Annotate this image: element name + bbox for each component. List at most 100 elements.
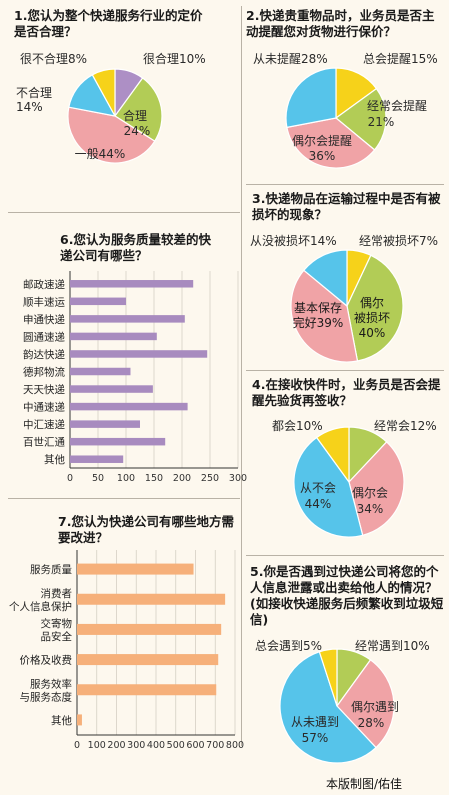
q6-category-0: 邮政速递: [23, 278, 65, 291]
divider-right-2: [246, 370, 444, 371]
q3-label-0: 经常被损坏7%: [359, 234, 438, 248]
q6-category-2: 申通快递: [23, 313, 65, 326]
q7-category-1-0: 消费者: [41, 587, 73, 600]
q1-value-3: 14%: [16, 100, 43, 114]
q6-category-3: 圆通速递: [23, 330, 65, 343]
q1-slice-2: [67, 106, 156, 164]
q7-category-2-0: 交寄物: [41, 617, 73, 630]
q6-bar-2: [70, 315, 185, 323]
q2-slice-1: [335, 87, 387, 151]
divider-left-2: [8, 498, 240, 499]
q7-tick-1: 100: [88, 740, 106, 751]
q2-label-2: 偶尔会提醒: [292, 133, 352, 148]
q1-label-0: 很合理10%: [143, 51, 206, 66]
q7-title: 7.您认为快递公司有哪些地方需要改进？: [58, 514, 234, 545]
q2-label-1: 经常会提醒: [367, 98, 427, 113]
q7-bar-3: [77, 654, 219, 666]
q5-value-1: 28%: [358, 716, 385, 730]
q6-tick-3: 150: [145, 473, 163, 484]
q6-category-5: 德邦物流: [23, 366, 65, 379]
q7-bar-1: [77, 593, 226, 605]
q3-slice-2: [290, 269, 359, 363]
q7-bar-4: [77, 684, 217, 696]
q6-tick-5: 250: [201, 473, 219, 484]
q6-category-8: 中汇速递: [23, 418, 65, 431]
q7-tick-4: 400: [147, 740, 165, 751]
q5-label-0: 经常遇到10%: [355, 639, 430, 653]
q3-label-2-a: 基本保存: [294, 301, 342, 315]
q5-slice-1: [336, 659, 395, 749]
q2-value-1: 21%: [368, 115, 395, 129]
q4-value-1: 34%: [357, 502, 384, 516]
q4-value-2: 44%: [305, 497, 332, 511]
q6-title: 6.您认为服务质量较差的快递公司有哪些？: [60, 232, 211, 263]
q7-category-2-1: 品安全: [41, 630, 73, 643]
q5-title: 5.你是否遇到过快递公司将您的个人信息泄露或出卖给他人的情况？(如接收快递服务后…: [250, 564, 444, 627]
q6-bar-4: [70, 350, 208, 358]
q6-bar-7: [70, 402, 188, 411]
q2-value-2: 36%: [309, 149, 336, 163]
q6-bar-10: [70, 455, 124, 463]
q6-bar-6: [70, 385, 153, 393]
q2-label-3: 从未提醒28%: [253, 51, 328, 66]
q6-tick-1: 50: [92, 473, 104, 484]
q4-title: 4.在接收快件时，业务员是否会提醒先验货再签收？: [252, 377, 441, 408]
q3-title: 3.快递物品在运输过程中是否有被损坏的现象？: [252, 191, 441, 222]
divider-vertical: [241, 6, 242, 746]
q3-label-2-b: 完好39%: [293, 315, 344, 330]
q6-bar-5: [70, 367, 131, 376]
q6-bar-3: [70, 332, 157, 341]
q1-value-1: 24%: [124, 124, 151, 138]
q7-bar-2: [77, 623, 222, 635]
q7-tick-0: 0: [74, 740, 80, 751]
q3-label-1-a: 偶尔: [360, 295, 384, 310]
q4-label-1: 偶尔会: [352, 485, 388, 500]
q5-slice-3: [318, 648, 338, 707]
q2-slice-2: [286, 117, 376, 169]
q5-slice-2: [279, 651, 377, 764]
q6-tick-6: 300: [229, 473, 247, 484]
q7-category-5: 其他: [51, 714, 72, 727]
q1-slice-4: [91, 68, 116, 117]
q7-tick-8: 800: [226, 740, 244, 751]
q1-title: 1.您认为整个快递服务行业的定价是否合理？: [14, 8, 203, 39]
q3-value-1: 40%: [359, 326, 386, 340]
q4-slice-2: [293, 436, 364, 538]
q1-label-2: 一般44%: [75, 146, 126, 161]
q4-slice-3: [315, 426, 350, 484]
q6-bar-0: [70, 280, 194, 288]
q2-label-0: 总会提醒15%: [363, 51, 438, 66]
q7-category-3: 价格及收费: [20, 654, 73, 667]
q3-slice-3: [303, 249, 348, 308]
image-credit: 本版制图/佑佳: [326, 777, 403, 791]
q5-value-2: 57%: [302, 731, 329, 745]
q6-tick-4: 200: [173, 473, 191, 484]
q4-label-0: 经常会12%: [374, 419, 437, 433]
q6-category-6: 天天快递: [23, 383, 65, 396]
q6-category-9: 百世汇通: [23, 436, 65, 449]
q6-bar-9: [70, 437, 166, 446]
q7-category-0: 服务质量: [30, 563, 72, 576]
q4-label-2: 从不会: [300, 481, 336, 495]
q1-label-4: 很不合理8%: [20, 51, 87, 66]
divider-left-1: [8, 212, 240, 213]
q7-bar-5: [77, 714, 82, 726]
q7-tick-2: 200: [107, 740, 125, 751]
q3-label-3: 从没被损坏14%: [250, 233, 337, 248]
q7-bar-0: [77, 563, 194, 575]
q3-slice-1: [346, 254, 404, 362]
q4-slice-1: [348, 441, 405, 537]
q7-tick-7: 700: [206, 740, 224, 751]
q2-title: 2.快递贵重物品时，业务员是否主动提醒您对货物进行保价？: [246, 8, 435, 39]
q6-bar-8: [70, 420, 140, 428]
q1-label-3: 不合理: [16, 85, 52, 100]
q4-label-3: 都会10%: [272, 419, 323, 433]
q7-tick-6: 600: [186, 740, 204, 751]
divider-right-1: [246, 184, 444, 185]
q6-category-1: 顺丰速运: [23, 295, 65, 308]
